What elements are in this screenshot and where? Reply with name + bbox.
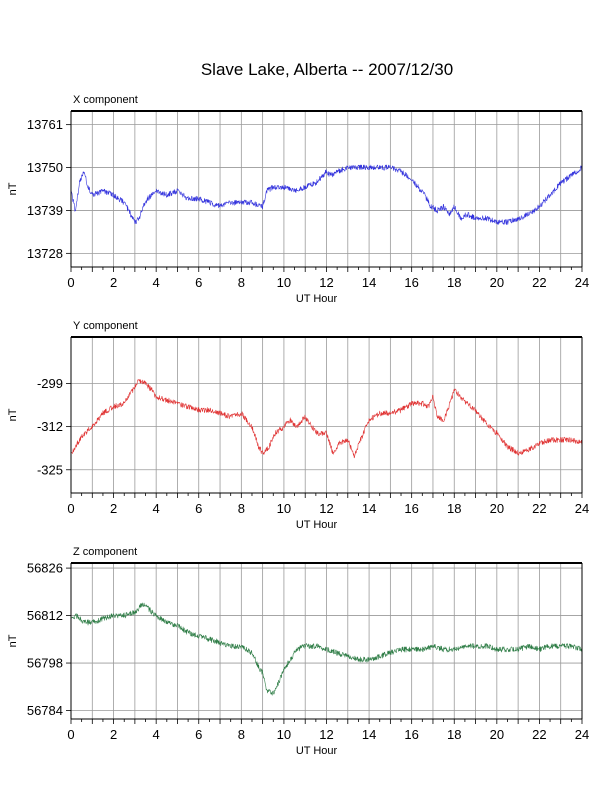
x-tick-label: 24 bbox=[575, 727, 589, 742]
x-tick-label: 6 bbox=[195, 501, 202, 516]
data-series-line bbox=[70, 602, 583, 696]
x-tick-label: 12 bbox=[319, 727, 333, 742]
x-tick-label: 10 bbox=[277, 727, 291, 742]
panel-title: Y component bbox=[73, 320, 138, 332]
y-axis-label: nT bbox=[7, 182, 19, 195]
x-tick-label: 18 bbox=[447, 275, 461, 290]
x-tick-label: 4 bbox=[153, 501, 160, 516]
x-tick-label: 0 bbox=[67, 501, 74, 516]
panel-title: X component bbox=[73, 94, 138, 106]
y-tick-label: 13739 bbox=[27, 203, 63, 218]
x-tick-label: 14 bbox=[362, 275, 376, 290]
x-tick-label: 2 bbox=[110, 727, 117, 742]
x-tick-label: 6 bbox=[195, 727, 202, 742]
x-tick-label: 14 bbox=[362, 501, 376, 516]
y-tick-label: 56798 bbox=[27, 656, 63, 671]
x-tick-label: 16 bbox=[404, 727, 418, 742]
x-tick-label: 10 bbox=[277, 501, 291, 516]
y-axis-label: nT bbox=[7, 634, 19, 647]
y-tick-label: -299 bbox=[37, 376, 63, 391]
x-tick-label: 20 bbox=[490, 727, 504, 742]
x-tick-label: 20 bbox=[490, 275, 504, 290]
x-tick-label: 12 bbox=[319, 501, 333, 516]
x-tick-label: 2 bbox=[110, 501, 117, 516]
y-tick-label: 56826 bbox=[27, 561, 63, 576]
chart-title: Slave Lake, Alberta -- 2007/12/30 bbox=[201, 60, 453, 79]
y-axis-label: nT bbox=[7, 408, 19, 421]
x-tick-label: 16 bbox=[404, 275, 418, 290]
y-tick-label: 56812 bbox=[27, 608, 63, 623]
x-tick-label: 0 bbox=[67, 275, 74, 290]
y-tick-label: 13750 bbox=[27, 160, 63, 175]
y-tick-label: 13761 bbox=[27, 117, 63, 132]
x-tick-label: 24 bbox=[575, 501, 589, 516]
x-tick-label: 4 bbox=[153, 275, 160, 290]
x-tick-label: 14 bbox=[362, 727, 376, 742]
x-axis-label: UT Hour bbox=[296, 745, 338, 757]
x-tick-label: 20 bbox=[490, 501, 504, 516]
x-tick-label: 8 bbox=[238, 275, 245, 290]
x-tick-label: 8 bbox=[238, 501, 245, 516]
x-axis-label: UT Hour bbox=[296, 519, 338, 531]
x-tick-label: 8 bbox=[238, 727, 245, 742]
x-tick-label: 18 bbox=[447, 727, 461, 742]
panel-title: Z component bbox=[73, 546, 137, 558]
x-tick-label: 10 bbox=[277, 275, 291, 290]
y-tick-label: 56784 bbox=[27, 703, 63, 718]
x-tick-label: 18 bbox=[447, 501, 461, 516]
y-tick-label: -325 bbox=[37, 462, 63, 477]
x-tick-label: 16 bbox=[404, 501, 418, 516]
x-tick-label: 2 bbox=[110, 275, 117, 290]
x-tick-label: 22 bbox=[532, 275, 546, 290]
x-tick-label: 0 bbox=[67, 727, 74, 742]
x-tick-label: 22 bbox=[532, 501, 546, 516]
y-tick-label: 13728 bbox=[27, 246, 63, 261]
x-axis-label: UT Hour bbox=[296, 293, 338, 305]
x-tick-label: 6 bbox=[195, 275, 202, 290]
x-tick-label: 24 bbox=[575, 275, 589, 290]
x-tick-label: 12 bbox=[319, 275, 333, 290]
x-tick-label: 4 bbox=[153, 727, 160, 742]
y-tick-label: -312 bbox=[37, 419, 63, 434]
data-series-line bbox=[70, 379, 583, 459]
data-series-line bbox=[70, 164, 583, 226]
x-tick-label: 22 bbox=[532, 727, 546, 742]
